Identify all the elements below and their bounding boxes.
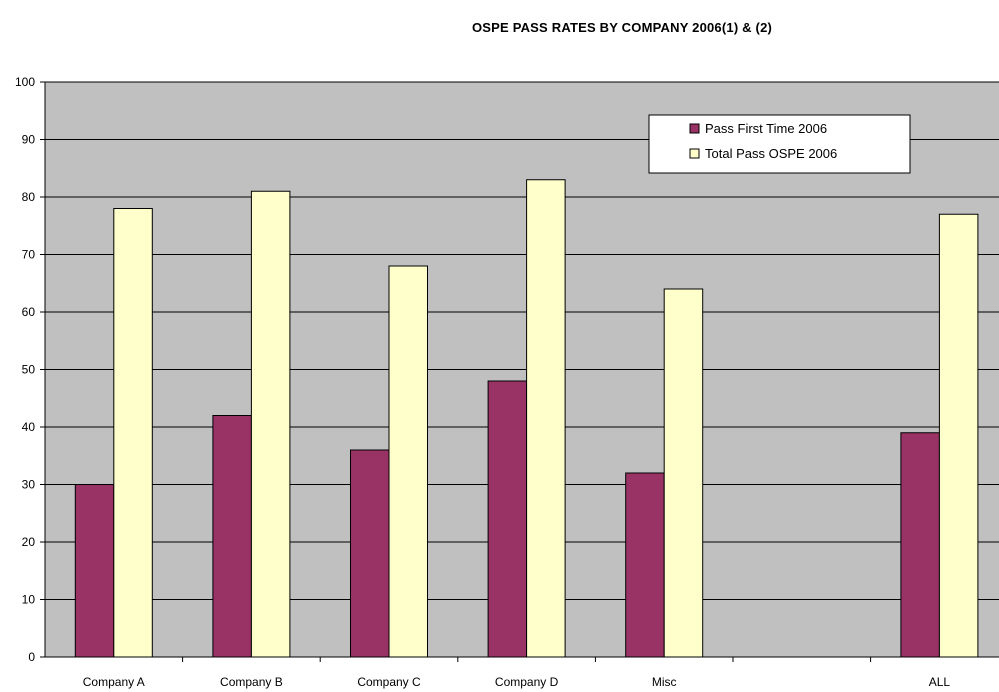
x-tick-label: Company B (220, 675, 283, 689)
y-tick-label: 20 (22, 535, 36, 549)
y-tick-label: 40 (22, 420, 36, 434)
y-tick-label: 0 (28, 650, 35, 664)
x-axis-ticks: Company A Company B Company C Company D Misc… (83, 657, 951, 689)
legend: Pass First Time 2006 Total Pass OSPE 2006 (648, 114, 911, 174)
bar-total-pass-company-a (113, 208, 153, 658)
bar-total-pass-misc (663, 288, 704, 658)
bar-pass-first-time-company-d (487, 380, 528, 658)
x-tick-label: Company A (83, 675, 145, 689)
bar-pass-first-time-all (900, 432, 940, 658)
y-axis-ticks: 0 10 20 30 40 50 60 70 80 90 100 (15, 75, 45, 664)
y-tick-label: 100 (15, 75, 35, 89)
chart-title: OSPE PASS RATES BY COMPANY 2006(1) & (2) (471, 20, 773, 35)
y-tick-label: 30 (22, 478, 36, 492)
bar-pass-first-time-misc (625, 472, 665, 658)
bar-pass-first-time-company-b (212, 415, 252, 658)
bar-total-pass-company-d (526, 179, 566, 658)
legend-swatch (689, 148, 700, 159)
legend-label: Total Pass OSPE 2006 (705, 146, 837, 161)
legend-swatch (689, 123, 700, 134)
x-tick-label: Company D (495, 675, 559, 689)
legend-label: Pass First Time 2006 (705, 121, 827, 136)
y-tick-label: 90 (22, 133, 36, 147)
x-tick-label: Misc (652, 675, 677, 689)
y-tick-label: 10 (22, 593, 36, 607)
bar-total-pass-company-b (250, 190, 291, 658)
bar-total-pass-all (938, 213, 979, 658)
y-tick-label: 70 (22, 248, 36, 262)
x-tick-label: ALL (929, 675, 951, 689)
y-tick-label: 60 (22, 305, 36, 319)
y-tick-label: 50 (22, 363, 36, 377)
x-tick-label: Company C (357, 675, 421, 689)
bars (74, 179, 979, 658)
bar-pass-first-time-company-c (350, 449, 390, 658)
bar-pass-first-time-company-a (74, 484, 115, 658)
bar-total-pass-company-c (388, 265, 428, 658)
y-tick-label: 80 (22, 190, 36, 204)
